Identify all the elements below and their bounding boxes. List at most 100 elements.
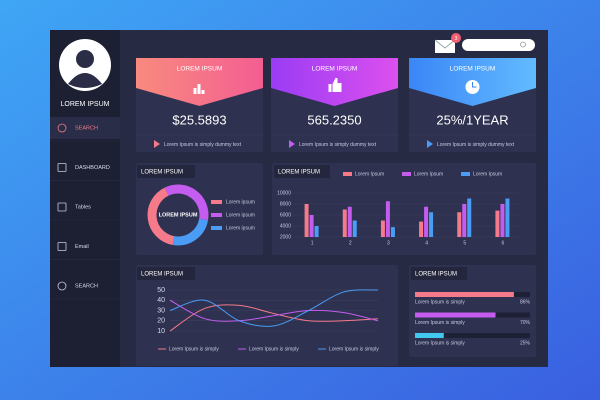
progress-label: Lorem Ipsum is simply	[415, 299, 465, 305]
badge	[451, 33, 461, 43]
legend-label: Lorem Ipsum	[414, 171, 443, 177]
search-icon	[520, 41, 526, 48]
donut-center-label: LOREM IPSUM	[159, 212, 198, 218]
card-header	[136, 58, 263, 106]
legend-label: Lorem ipsum	[226, 212, 255, 218]
legend-swatch	[461, 172, 470, 176]
legend-label: Lorem ipsum	[226, 225, 255, 231]
nav-icon	[57, 163, 67, 172]
nav-item[interactable]: Email	[75, 244, 89, 250]
card-icon	[472, 82, 477, 88]
card-arrow	[154, 140, 160, 148]
card-icon	[193, 88, 197, 94]
card-arrow	[289, 140, 295, 148]
legend-swatch	[211, 200, 222, 204]
line-series	[169, 289, 379, 327]
panel-title-tab	[137, 165, 195, 178]
y-tick-label: 10	[157, 328, 165, 335]
card-value: $25.5893	[172, 112, 226, 127]
bar	[462, 204, 467, 237]
avatar-head	[76, 50, 94, 68]
mail-flap	[434, 39, 456, 49]
progress-track	[415, 333, 530, 338]
bar	[385, 201, 390, 237]
panel-title-tab	[274, 165, 330, 178]
card-arrow	[427, 140, 433, 148]
nav-highlight	[50, 117, 120, 139]
y-tick-label: 30	[157, 307, 165, 314]
bar	[457, 212, 462, 237]
mail-icon[interactable]	[435, 40, 455, 53]
badge-count: 3	[455, 36, 458, 42]
legend-label: Lorem Ipsum	[355, 171, 384, 177]
panel-title-tab	[411, 267, 467, 280]
y-tick-label: 8000	[280, 201, 291, 207]
card-title: LOREM IPSUM	[177, 66, 223, 73]
donut-segment	[172, 218, 209, 246]
progress-value-label: 25%	[520, 340, 531, 346]
nav-item[interactable]: SEARCH	[75, 125, 98, 131]
y-tick-label: 2000	[280, 234, 291, 240]
y-tick-label: 10000	[277, 190, 291, 196]
card-icon	[328, 84, 332, 92]
y-tick-label: 50	[157, 287, 165, 294]
legend-label: Lorem Ipsum is simply	[169, 346, 219, 352]
card-footer: Lorem Ipsum is simply dummy text	[299, 142, 377, 148]
bar	[495, 210, 500, 237]
card-title: LOREM IPSUM	[450, 66, 496, 73]
legend-label: Lorem ipsum	[226, 199, 255, 205]
x-tick-label: 6	[502, 240, 505, 246]
card-value: 565.2350	[307, 112, 361, 127]
card-icon	[332, 78, 342, 92]
avatar-body	[68, 73, 102, 88]
legend-swatch	[211, 226, 222, 230]
nav-icon	[57, 202, 67, 212]
bar	[314, 226, 319, 237]
bar	[505, 198, 510, 237]
y-tick-label: 6000	[280, 212, 291, 218]
nav-icon	[57, 123, 67, 133]
y-tick-label: 40	[157, 297, 165, 304]
bar	[380, 220, 385, 237]
progress-bar	[415, 333, 444, 338]
legend-swatch	[343, 172, 352, 176]
bar	[352, 220, 357, 237]
panel-title: LOREM IPSUM	[278, 170, 320, 176]
progress-value-label: 70%	[520, 320, 531, 326]
bar	[304, 204, 309, 237]
nav-item[interactable]: DASHBOARD	[75, 165, 110, 171]
bar	[342, 209, 347, 237]
x-tick-label: 5	[463, 240, 466, 246]
x-tick-label: 2	[349, 240, 352, 246]
bar	[429, 212, 434, 237]
line-series	[169, 299, 379, 322]
x-tick-label: 3	[387, 240, 390, 246]
progress-bar	[415, 292, 514, 297]
legend-swatch	[402, 172, 411, 176]
nav-icon	[57, 281, 67, 291]
bar	[424, 206, 429, 237]
card-icon	[197, 84, 201, 94]
nav-item[interactable]: Tables	[75, 204, 91, 210]
progress-bar	[415, 312, 496, 318]
panel-title: LOREM IPSUM	[415, 272, 457, 278]
legend-swatch	[211, 213, 222, 217]
card-value: 25%/1YEAR	[436, 112, 508, 127]
line-series	[169, 304, 379, 332]
card-footer: Lorem Ipsum is simply dummy text	[437, 142, 515, 148]
x-tick-label: 4	[425, 240, 428, 246]
bar	[500, 204, 505, 237]
profile-name: LOREM IPSUM	[60, 101, 109, 108]
search-box[interactable]	[462, 39, 535, 51]
bar	[419, 221, 424, 237]
panel-title: LOREM IPSUM	[141, 272, 183, 278]
card-icon	[201, 90, 205, 94]
donut-segment	[164, 184, 209, 221]
nav-icon	[57, 242, 67, 251]
nav-item[interactable]: SEARCH	[75, 283, 98, 289]
bar	[309, 215, 314, 237]
legend-label: Lorem Ipsum	[473, 171, 502, 177]
legend-label: Lorem Ipsum is simply	[249, 346, 299, 352]
